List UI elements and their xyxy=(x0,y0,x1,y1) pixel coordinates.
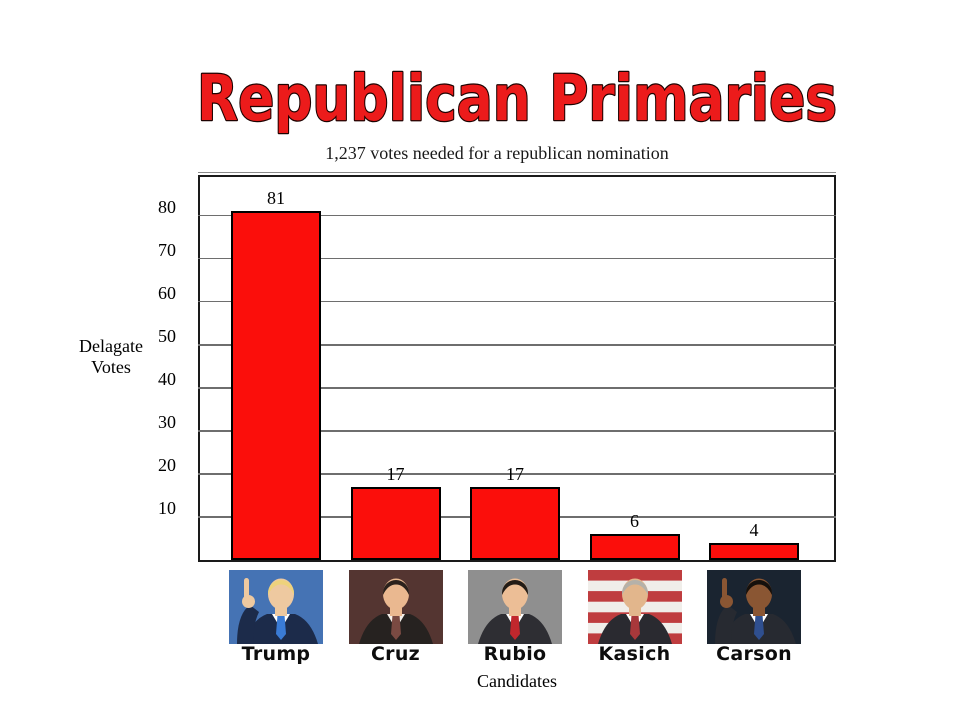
photo-cruz xyxy=(348,570,443,644)
ytick-80: 80 xyxy=(158,196,176,217)
gridline-20 xyxy=(198,473,836,475)
photo-trump xyxy=(229,570,323,644)
y-axis-title-line1: Delagate xyxy=(79,336,143,356)
bar-value-rubio: 17 xyxy=(506,463,524,484)
photo-cruz-portrait-icon xyxy=(348,570,443,644)
ytick-20: 20 xyxy=(158,454,176,475)
photo-carson xyxy=(707,570,801,644)
chart-subtitle: 1,237 votes needed for a republican nomi… xyxy=(325,143,669,163)
photo-trump-portrait-icon xyxy=(229,570,323,644)
y-axis-title: Delagate Votes xyxy=(56,336,166,378)
candidate-label-rubio: Rubio xyxy=(483,643,547,665)
slide-title-text: Republican Primaries xyxy=(197,62,837,135)
ytick-50: 50 xyxy=(158,325,176,346)
gridline-70 xyxy=(198,258,836,260)
ytick-70: 70 xyxy=(158,239,176,260)
bar-carson xyxy=(709,542,799,560)
plot-area: 81 17 17 6 4 xyxy=(198,172,836,562)
gridline-90 xyxy=(198,172,836,174)
photo-rubio-portrait-icon xyxy=(468,570,562,644)
gridline-80 xyxy=(198,215,836,217)
y-axis-title-line2: Votes xyxy=(91,357,131,377)
ytick-40: 40 xyxy=(158,368,176,389)
candidate-label-kasich: Kasich xyxy=(598,643,671,665)
slide-title: Republican Primaries xyxy=(196,62,839,136)
ytick-30: 30 xyxy=(158,411,176,432)
photo-kasich xyxy=(587,570,682,644)
gridline-50 xyxy=(198,344,836,346)
bar-trump xyxy=(231,211,321,560)
x-axis-title: Candidates xyxy=(477,671,557,691)
bar-value-trump: 81 xyxy=(267,188,285,209)
bar-kasich xyxy=(589,534,680,560)
ytick-10: 10 xyxy=(158,497,176,518)
bar-value-kasich: 6 xyxy=(630,511,639,532)
candidate-label-trump: Trump xyxy=(241,643,311,665)
gridline-40 xyxy=(198,387,836,389)
photo-carson-portrait-icon xyxy=(707,570,801,644)
ytick-60: 60 xyxy=(158,282,176,303)
candidate-label-cruz: Cruz xyxy=(370,643,421,665)
gridline-60 xyxy=(198,301,836,303)
bar-value-carson: 4 xyxy=(749,519,759,540)
photo-rubio xyxy=(468,570,562,644)
photo-kasich-portrait-icon xyxy=(587,570,682,644)
bar-cruz xyxy=(350,486,441,560)
gridline-30 xyxy=(198,430,836,432)
bar-value-cruz: 17 xyxy=(386,463,405,484)
bar-rubio xyxy=(470,486,560,560)
candidate-label-carson: Carson xyxy=(716,643,792,665)
